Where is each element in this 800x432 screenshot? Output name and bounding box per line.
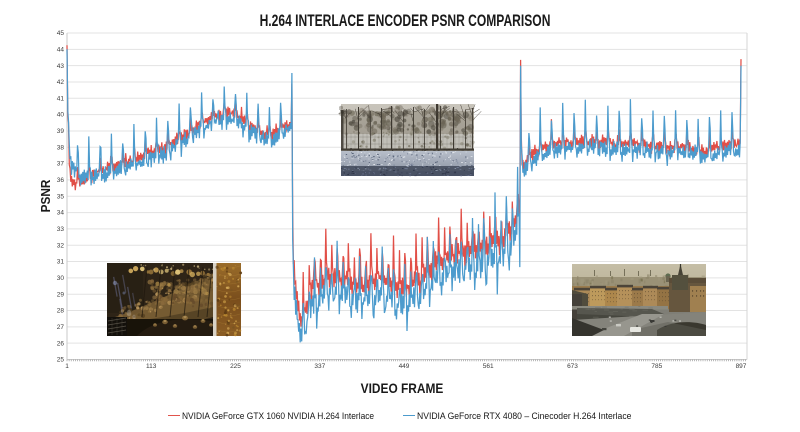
svg-text:37: 37 [57, 161, 65, 168]
svg-text:1: 1 [65, 363, 69, 370]
svg-text:30: 30 [57, 275, 65, 282]
svg-text:25: 25 [57, 357, 65, 364]
svg-text:113: 113 [146, 363, 157, 370]
svg-text:31: 31 [57, 259, 65, 266]
svg-text:337: 337 [314, 363, 325, 370]
svg-text:32: 32 [57, 242, 65, 249]
svg-text:43: 43 [57, 63, 65, 70]
svg-text:44: 44 [57, 46, 65, 53]
svg-text:27: 27 [57, 324, 65, 331]
svg-text:897: 897 [736, 363, 747, 370]
svg-text:29: 29 [57, 291, 65, 298]
svg-text:35: 35 [57, 193, 65, 200]
svg-text:26: 26 [57, 340, 65, 347]
svg-text:225: 225 [230, 363, 241, 370]
svg-text:449: 449 [399, 363, 410, 370]
svg-text:38: 38 [57, 144, 65, 151]
svg-text:785: 785 [651, 363, 662, 370]
svg-text:34: 34 [57, 210, 65, 217]
svg-text:33: 33 [57, 226, 65, 233]
svg-text:40: 40 [57, 112, 65, 119]
svg-text:42: 42 [57, 79, 65, 86]
svg-text:28: 28 [57, 308, 65, 315]
svg-text:673: 673 [567, 363, 578, 370]
svg-text:36: 36 [57, 177, 65, 184]
svg-text:39: 39 [57, 128, 65, 135]
svg-text:561: 561 [483, 363, 494, 370]
svg-text:45: 45 [57, 30, 65, 37]
svg-text:41: 41 [57, 95, 65, 102]
